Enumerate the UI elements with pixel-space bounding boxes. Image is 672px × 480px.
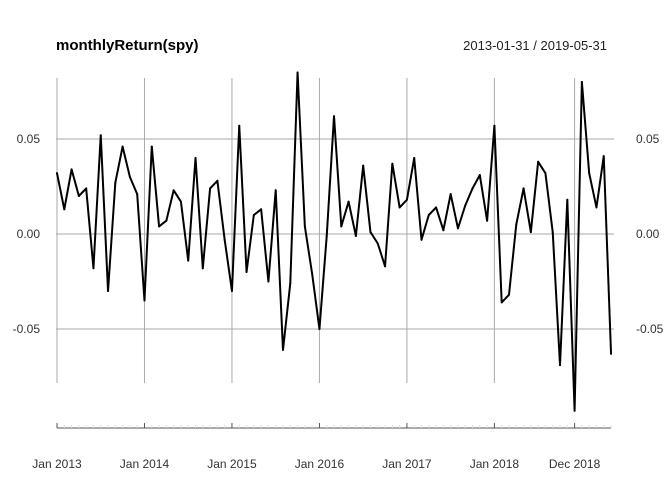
data-point <box>56 172 58 175</box>
data-point <box>296 71 299 74</box>
data-point <box>252 214 255 216</box>
data-point <box>566 198 569 201</box>
data-point <box>573 409 576 412</box>
data-point <box>405 198 408 201</box>
data-point <box>63 208 66 211</box>
data-point <box>610 352 613 355</box>
y-tick-label: 0.00 <box>17 227 41 241</box>
data-point <box>121 145 124 148</box>
data-point <box>201 267 204 270</box>
data-point <box>158 225 161 228</box>
data-point <box>529 231 532 234</box>
data-point <box>136 193 139 196</box>
data-point <box>128 176 131 178</box>
data-point <box>595 206 598 209</box>
data-point <box>223 238 226 241</box>
y-axis-right: 0.05 0.00 -0.05 <box>636 132 664 336</box>
data-point <box>507 293 510 296</box>
y-tick-label: 0.00 <box>636 227 660 241</box>
x-tick-label: Jan 2015 <box>207 457 257 471</box>
data-point <box>318 328 321 330</box>
data-point <box>500 301 503 304</box>
data-point <box>85 187 88 190</box>
data-point <box>486 219 489 222</box>
y-tick-label: -0.05 <box>636 322 664 336</box>
data-point <box>580 81 583 83</box>
chart-title: monthlyReturn(spy) <box>56 37 199 54</box>
data-point <box>92 267 95 270</box>
data-point <box>551 231 554 234</box>
data-point <box>435 206 438 209</box>
data-point <box>522 187 525 190</box>
y-tick-label: 0.05 <box>17 132 41 146</box>
x-tick-label: Jan 2014 <box>120 457 170 471</box>
x-tick-label: Jan 2018 <box>470 457 520 471</box>
data-point <box>238 124 241 127</box>
data-point <box>493 124 496 127</box>
data-point <box>354 234 357 237</box>
x-tick-label: Jan 2013 <box>32 457 82 471</box>
data-point <box>179 200 182 203</box>
x-tick-label: Jan 2016 <box>295 457 345 471</box>
data-point <box>398 206 401 209</box>
data-point <box>340 225 343 228</box>
data-point <box>325 234 328 237</box>
data-point <box>143 299 146 302</box>
data-point <box>471 187 474 190</box>
data-point <box>77 195 80 197</box>
data-point <box>427 214 430 216</box>
data-point <box>107 290 110 292</box>
y-tick-label: -0.05 <box>13 322 41 336</box>
data-point <box>289 282 292 285</box>
y-axis-left: 0.05 0.00 -0.05 <box>13 132 41 336</box>
data-point <box>260 208 263 211</box>
series-line <box>56 71 613 412</box>
data-point <box>303 225 306 228</box>
data-point <box>230 290 233 292</box>
data-point <box>114 181 117 184</box>
data-point <box>333 115 336 118</box>
data-point <box>544 172 547 175</box>
x-tick-label: Jan 2017 <box>382 457 432 471</box>
data-point <box>376 242 379 245</box>
data-point <box>187 259 190 262</box>
data-point <box>70 168 73 171</box>
data-point <box>413 157 416 159</box>
data-point <box>274 189 277 192</box>
grid-lines <box>56 78 614 383</box>
data-point <box>281 348 284 351</box>
data-point <box>172 189 175 192</box>
data-point <box>216 179 219 182</box>
data-point <box>559 364 562 367</box>
data-point <box>362 164 365 167</box>
data-point <box>420 238 423 241</box>
x-axis: Jan 2013 Jan 2014 Jan 2015 Jan 2016 Jan 2017… <box>32 423 612 471</box>
x-tick-label: Dec 2018 <box>549 457 601 471</box>
data-point <box>588 172 591 175</box>
data-point <box>537 160 540 163</box>
data-point <box>150 145 153 148</box>
data-point <box>456 227 459 230</box>
data-point <box>515 223 518 226</box>
data-point <box>464 204 467 207</box>
data-point <box>602 155 605 158</box>
data-point <box>165 219 168 222</box>
y-tick-label: 0.05 <box>636 132 660 146</box>
data-point <box>449 193 452 196</box>
data-point <box>99 134 102 137</box>
data-point <box>311 272 314 275</box>
data-point <box>347 200 350 203</box>
data-point <box>209 187 212 190</box>
data-point <box>194 157 197 159</box>
data-point <box>384 265 387 268</box>
data-point <box>478 174 481 177</box>
data-point <box>267 280 270 283</box>
series-layer <box>56 71 613 412</box>
data-point <box>245 271 248 273</box>
data-point <box>369 231 372 234</box>
data-point <box>391 162 394 165</box>
date-range-label: 2013-01-31 / 2019-05-31 <box>463 38 607 53</box>
data-point <box>442 229 445 232</box>
